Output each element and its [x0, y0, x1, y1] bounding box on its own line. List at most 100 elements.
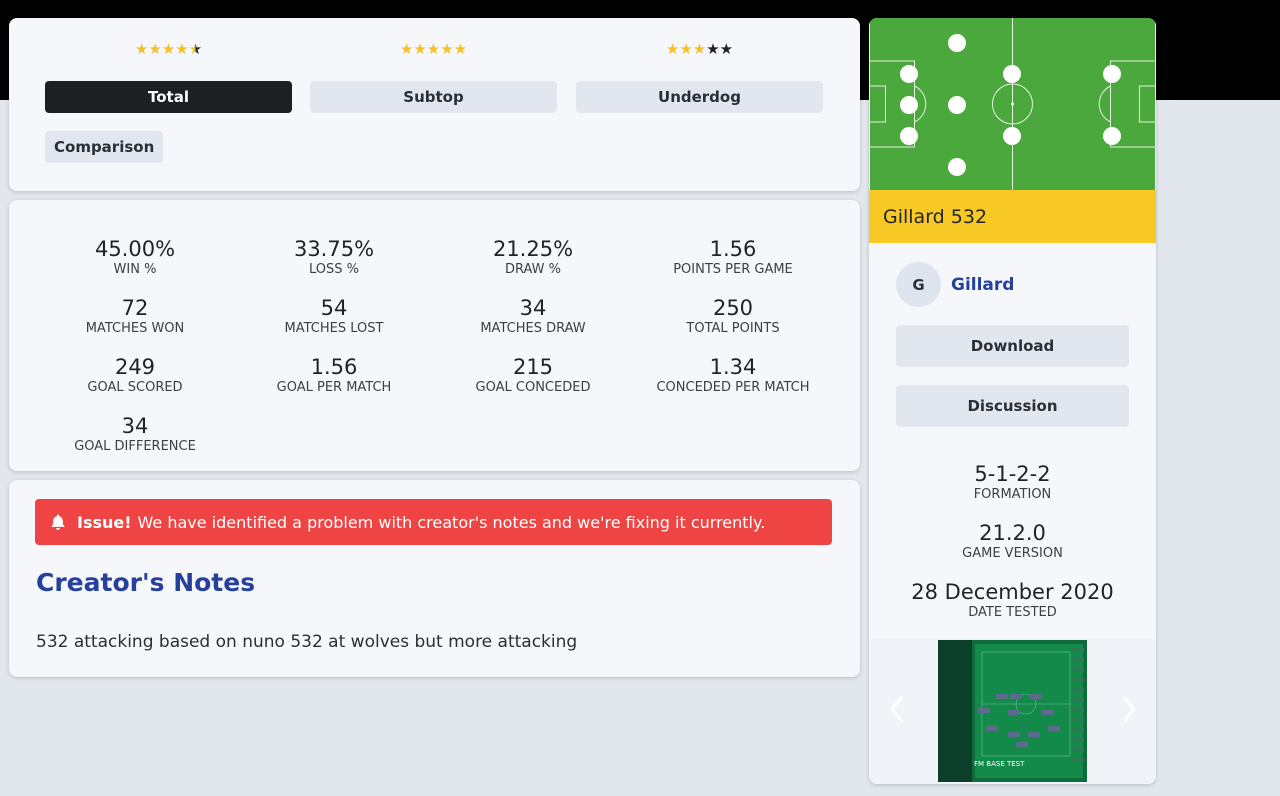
notes-title: Creator's Notes	[36, 568, 256, 597]
tab-total[interactable]: Total	[45, 81, 292, 113]
author-row[interactable]: G Gillard	[896, 262, 1014, 307]
screenshot-carousel: FM BASE TEST	[869, 639, 1156, 784]
stat-label: MATCHES WON	[85, 321, 185, 336]
game-version-label: GAME VERSION	[962, 546, 1063, 561]
player-marker	[1003, 127, 1021, 145]
stat-matches-lost: 54 MATCHES LOST	[224, 295, 444, 337]
stat-value: 72	[121, 296, 149, 320]
star-full-icon: ★	[413, 40, 427, 58]
notes-text: 532 attacking based on nuno 532 at wolve…	[36, 632, 578, 652]
stat-value: 34	[519, 296, 547, 320]
stat-matches-draw: 34 MATCHES DRAW	[423, 295, 643, 337]
player-marker	[900, 65, 918, 83]
player-marker	[900, 127, 918, 145]
stat-goal-per-match: 1.56 GOAL PER MATCH	[224, 354, 444, 396]
rating-stars-underdog: ★★★★★	[576, 40, 823, 58]
download-button[interactable]: Download	[896, 325, 1129, 367]
stat-loss-pct: 33.75% LOSS %	[224, 236, 444, 278]
stat-matches-won: 72 MATCHES WON	[25, 295, 245, 337]
issue-alert: Issue! We have identified a problem with…	[35, 499, 832, 545]
formation-value: 5-1-2-2	[974, 462, 1051, 486]
stat-points-per-game: 1.56 POINTS PER GAME	[623, 236, 843, 278]
stat-value: 249	[114, 355, 156, 379]
screenshot-caption: FM BASE TEST	[974, 760, 1025, 768]
rating-stars-subtop: ★★★★★	[310, 40, 557, 58]
stat-label: CONCEDED PER MATCH	[656, 380, 810, 395]
author-name-link[interactable]: Gillard	[951, 274, 1015, 295]
stat-label: TOTAL POINTS	[686, 321, 780, 336]
star-empty-icon: ★	[719, 40, 734, 58]
stat-label: GOAL DIFFERENCE	[74, 439, 196, 454]
star-full-icon: ★	[148, 40, 162, 58]
star-full-icon: ★	[453, 40, 468, 58]
tactic-screenshot[interactable]: FM BASE TEST	[938, 640, 1087, 782]
game-version-info: 21.2.0 GAME VERSION	[869, 520, 1156, 562]
player-marker	[948, 34, 966, 52]
star-full-icon: ★	[399, 40, 414, 58]
star-full-icon: ★	[679, 40, 693, 58]
star-empty-icon: ★	[706, 40, 720, 58]
comparison-button[interactable]: Comparison	[45, 131, 164, 163]
stat-value: 215	[512, 355, 554, 379]
stat-label: GOAL CONCEDED	[475, 380, 591, 395]
player-marker	[948, 96, 966, 114]
stat-goal-difference: 34 GOAL DIFFERENCE	[25, 413, 245, 455]
star-half-icon: ★	[188, 40, 203, 58]
stat-value: 33.75%	[293, 237, 375, 261]
tactic-side-card: Gillard 532 G Gillard Download Discussio…	[869, 18, 1156, 784]
formation-label: FORMATION	[973, 487, 1052, 502]
stat-goal-conceded: 215 GOAL CONCEDED	[423, 354, 643, 396]
star-full-icon: ★	[692, 40, 707, 58]
stat-value: 21.25%	[492, 237, 574, 261]
tab-subtop[interactable]: Subtop	[310, 81, 557, 113]
date-tested-value: 28 December 2020	[911, 580, 1114, 604]
stat-label: GOAL PER MATCH	[276, 380, 392, 395]
stat-label: MATCHES DRAW	[480, 321, 586, 336]
tactic-title: Gillard 532	[869, 190, 1156, 243]
avatar: G	[896, 262, 941, 307]
pitch-formation-diagram	[869, 18, 1156, 190]
stat-label: WIN %	[113, 262, 157, 277]
split-tabs-card: ★★★★★ ★★★★★ ★★★★★ Total Subtop Underdog …	[9, 18, 860, 191]
player-marker	[1103, 127, 1121, 145]
star-full-icon: ★	[665, 40, 680, 58]
alert-text: We have identified a problem with creato…	[137, 512, 766, 532]
chevron-left-icon[interactable]	[887, 694, 907, 724]
game-version-value: 21.2.0	[979, 521, 1046, 545]
player-marker	[1103, 65, 1121, 83]
stat-value: 1.56	[310, 355, 358, 379]
formation-info: 5-1-2-2 FORMATION	[869, 461, 1156, 503]
stat-value: 45.00%	[94, 237, 176, 261]
stat-draw-pct: 21.25% DRAW %	[423, 236, 643, 278]
star-full-icon: ★	[134, 40, 149, 58]
date-tested-info: 28 December 2020 DATE TESTED	[869, 579, 1156, 621]
stat-label: DRAW %	[504, 262, 562, 277]
stat-label: LOSS %	[308, 262, 359, 277]
star-full-icon: ★	[175, 40, 189, 58]
stat-value: 1.34	[709, 355, 757, 379]
chevron-right-icon[interactable]	[1119, 694, 1139, 724]
stat-conceded-per-match: 1.34 CONCEDED PER MATCH	[623, 354, 843, 396]
alert-strong: Issue!	[77, 512, 132, 532]
stat-label: MATCHES LOST	[284, 321, 384, 336]
star-full-icon: ★	[161, 40, 176, 58]
stat-value: 34	[121, 414, 149, 438]
rating-stars-total: ★★★★★	[45, 40, 292, 58]
date-tested-label: DATE TESTED	[968, 605, 1057, 620]
stat-value: 250	[712, 296, 754, 320]
stat-win-pct: 45.00% WIN %	[25, 236, 245, 278]
player-marker	[1003, 65, 1021, 83]
player-marker	[900, 96, 918, 114]
star-full-icon: ★	[426, 40, 441, 58]
stat-total-points: 250 TOTAL POINTS	[623, 295, 843, 337]
stat-value: 54	[320, 296, 348, 320]
stat-label: POINTS PER GAME	[673, 262, 793, 277]
tab-underdog[interactable]: Underdog	[576, 81, 823, 113]
stat-label: GOAL SCORED	[87, 380, 183, 395]
bell-icon	[51, 514, 65, 530]
creator-notes-card: Issue! We have identified a problem with…	[9, 480, 860, 677]
stats-card: 45.00% WIN % 33.75% LOSS % 21.25% DRAW %…	[9, 200, 860, 471]
discussion-button[interactable]: Discussion	[896, 385, 1129, 427]
player-marker	[948, 158, 966, 176]
star-full-icon: ★	[440, 40, 454, 58]
